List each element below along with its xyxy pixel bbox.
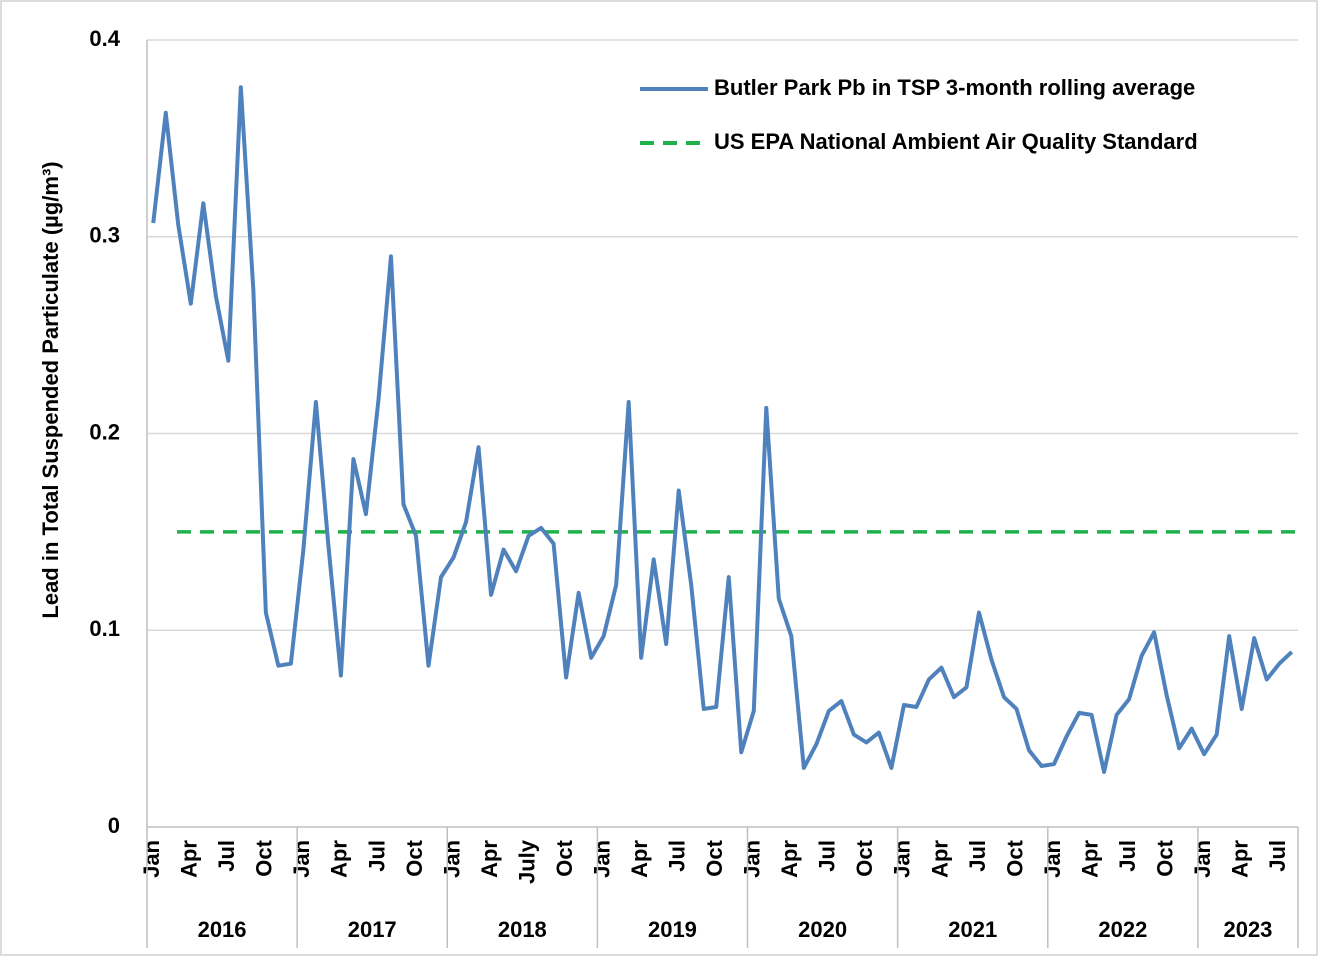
x-tick-label: Jul	[665, 840, 690, 872]
y-tick-label: 0.4	[89, 26, 120, 51]
x-tick-label: Jul	[815, 840, 840, 872]
x-tick-label: Jan	[1190, 840, 1215, 878]
x-tick-label: Oct	[702, 839, 727, 876]
y-tick-label: 0.2	[89, 419, 120, 444]
year-label: 2022	[1098, 917, 1147, 942]
year-label: 2017	[348, 917, 397, 942]
x-tick-label: Jan	[1040, 840, 1065, 878]
x-tick-label: Apr	[777, 840, 802, 878]
x-tick-label: Jul	[1115, 840, 1140, 872]
x-tick-label: Oct	[252, 839, 277, 876]
legend-label: US EPA National Ambient Air Quality Stan…	[714, 129, 1198, 154]
x-tick-label: Oct	[852, 839, 877, 876]
x-tick-label: Jul	[1265, 840, 1290, 872]
data-line	[151, 85, 1294, 774]
x-tick-label: Apr	[1077, 840, 1102, 878]
x-tick-label: Jan	[890, 840, 915, 878]
x-tick-label: Oct	[402, 839, 427, 876]
year-label: 2020	[798, 917, 847, 942]
x-tick-label: Apr	[927, 840, 952, 878]
y-tick-label: 0	[108, 813, 120, 838]
x-tick-label: Oct	[552, 839, 577, 876]
year-label: 2018	[498, 917, 547, 942]
year-label: 2023	[1223, 917, 1272, 942]
x-tick-label: Jan	[589, 840, 614, 878]
x-tick-label: Jan	[289, 840, 314, 878]
year-label: 2021	[948, 917, 997, 942]
legend-label: Butler Park Pb in TSP 3-month rolling av…	[714, 75, 1195, 100]
x-tick-label: Apr	[1228, 840, 1253, 878]
x-tick-label: Jul	[214, 840, 239, 872]
x-tick-label: Apr	[177, 840, 202, 878]
x-tick-label: Jan	[139, 840, 164, 878]
y-tick-label: 0.3	[89, 223, 120, 248]
y-tick-label: 0.1	[89, 616, 120, 641]
x-tick-label: Oct	[1152, 839, 1177, 876]
x-tick-label: Jan	[740, 840, 765, 878]
x-tick-label: Jul	[965, 840, 990, 872]
x-tick-label: Jul	[364, 840, 389, 872]
x-tick-label: Jan	[439, 840, 464, 878]
x-tick-label: Apr	[327, 840, 352, 878]
x-tick-label: July	[514, 839, 539, 884]
y-axis-label: Lead in Total Suspended Particulate (µg/…	[38, 161, 63, 618]
x-tick-label: Apr	[477, 840, 502, 878]
year-label: 2016	[198, 917, 247, 942]
year-label: 2019	[648, 917, 697, 942]
x-tick-label: Oct	[1002, 839, 1027, 876]
x-tick-label: Apr	[627, 840, 652, 878]
